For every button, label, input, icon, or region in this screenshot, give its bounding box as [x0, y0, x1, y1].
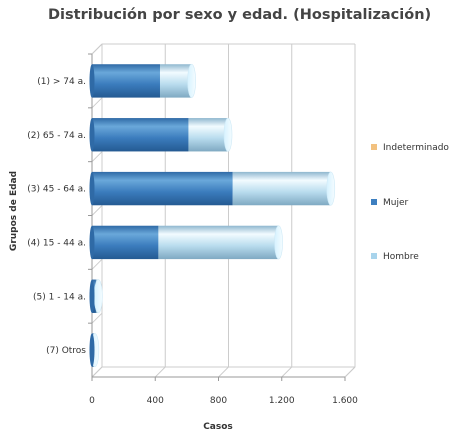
x-tick-label-3: 1.200 — [269, 396, 295, 406]
legend-label-hombre: Hombre — [383, 252, 419, 262]
category-separator-1 — [91, 97, 103, 109]
legend: Indeterminado Mujer Hombre — [371, 143, 449, 262]
y-tick-label-2: (3) 45 - 64 a. — [27, 185, 86, 195]
gridline-floor-1 — [154, 366, 166, 378]
bar-start-cap-4 — [89, 279, 95, 313]
x-tick-label-2: 800 — [210, 396, 227, 406]
gridline-floor-2 — [218, 366, 229, 378]
bar-mujer-0 — [92, 64, 160, 98]
y-tick-label-0: (1) > 74 a. — [37, 77, 86, 87]
chart-title: Distribución por sexo y edad. (Hospitali… — [48, 7, 431, 23]
x-tick-label-0: 0 — [89, 396, 95, 406]
plot-area: 0 400 800 1.200 1.600 (1) > 74 a. (2) 65 - 74 … — [27, 43, 358, 406]
bar-start-cap-3 — [89, 225, 95, 260]
bar-cap-1 — [223, 117, 233, 152]
bar-mujer-2 — [92, 171, 233, 206]
bar-cap-0 — [187, 63, 196, 98]
y-tick-label-3: (4) 15 - 44 a. — [27, 238, 86, 248]
legend-label-mujer: Mujer — [383, 198, 409, 208]
bar-start-cap-2 — [89, 171, 95, 206]
bar-cap-2 — [326, 171, 336, 206]
bar-mujer-1 — [92, 118, 189, 152]
y-tick-label-1: (2) 65 - 74 a. — [27, 131, 86, 141]
y-tick-label-5: (7) Otros — [46, 346, 86, 356]
bar-start-cap-1 — [89, 118, 95, 152]
bar-start-cap-0 — [89, 64, 95, 98]
bar-hombre-1 — [188, 118, 228, 152]
category-separator-3 — [91, 205, 103, 216]
legend-swatch-mujer — [371, 199, 377, 205]
gridline-floor-3 — [281, 366, 293, 378]
floor-right-edge — [344, 366, 356, 378]
category-separator-6 — [91, 366, 103, 378]
y-tick-label-4: (5) 1 - 14 a. — [33, 292, 86, 302]
bar-hombre-3 — [158, 225, 279, 260]
legend-swatch-indeterminado — [371, 144, 377, 150]
bar-cap-3 — [274, 225, 283, 260]
legend-swatch-hombre — [371, 253, 377, 259]
category-separator-4 — [91, 258, 103, 270]
bar-hombre-0 — [159, 64, 192, 98]
y-axis-title: Grupos de Edad — [9, 171, 19, 251]
bar-start-cap-5 — [89, 333, 95, 367]
bar-hombre-2 — [232, 171, 331, 206]
x-axis-title: Casos — [203, 422, 233, 432]
bar-cap-4 — [94, 279, 103, 314]
x-tick-label-1: 400 — [147, 396, 164, 406]
legend-label-indeterminado: Indeterminado — [383, 143, 449, 153]
x-tick-label-4: 1.600 — [332, 396, 358, 406]
category-separator-0 — [91, 43, 103, 55]
category-separator-5 — [91, 312, 103, 324]
bar-mujer-3 — [92, 225, 159, 260]
category-separator-2 — [91, 151, 103, 163]
